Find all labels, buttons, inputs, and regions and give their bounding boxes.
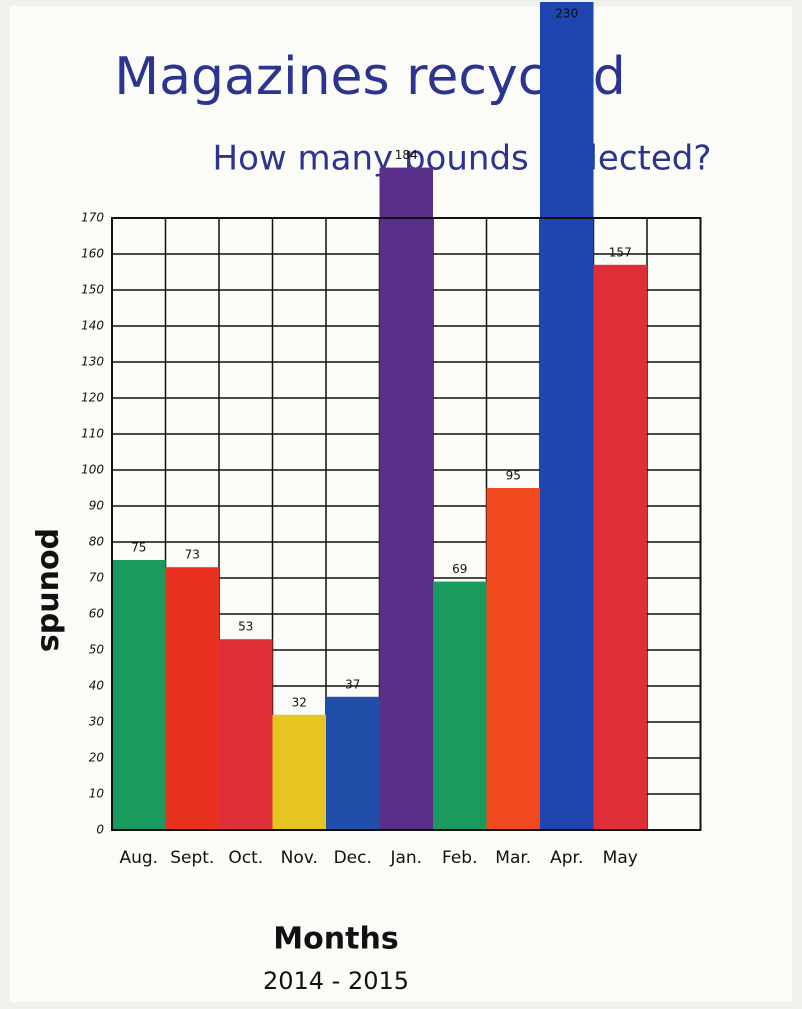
x-tick-label: May [603,848,638,868]
bar [594,265,648,830]
x-tick-label: Sept. [170,848,214,868]
y-tick-label: 20 [89,751,105,765]
y-tick-label: 150 [81,283,104,297]
x-tick-label: Oct. [228,848,263,868]
value-label: 37 [345,677,360,691]
x-axis-note: 2014 - 2015 [263,967,409,995]
bar [326,697,380,830]
value-label: 32 [292,695,307,709]
chart: Magazines recycled How many pounds colle… [0,0,802,1009]
bar [433,582,487,830]
y-tick-label: 110 [81,427,104,441]
bar [112,560,166,830]
y-tick-label: 140 [81,319,104,333]
bar [487,488,541,830]
y-tick-label: 0 [96,823,104,837]
value-label: 157 [609,245,632,259]
y-tick-label: 160 [81,247,104,261]
value-label: 73 [185,548,200,562]
bar [540,2,594,830]
x-tick-label: Mar. [495,848,531,868]
bar [273,715,327,830]
y-tick-label: 130 [81,355,104,369]
y-tick-label: 30 [89,715,105,729]
y-tick-label: 170 [81,211,104,225]
value-label: 184 [395,148,418,162]
value-label: 75 [131,541,146,555]
x-axis-label: Months [273,922,398,957]
chart-subtitle: How many pounds collected? [213,139,712,179]
y-tick-label: 90 [89,499,105,513]
value-label: 53 [238,620,253,634]
y-tick-label: 60 [89,607,105,621]
y-tick-label: 80 [89,535,105,549]
value-label: 230 [555,7,578,21]
x-tick-label: Nov. [281,848,318,868]
bar [166,567,220,830]
y-tick-label: 100 [81,463,104,477]
y-tick-label: 40 [89,679,105,693]
x-tick-label: Dec. [334,848,372,868]
x-tick-label: Feb. [442,848,478,868]
y-tick-label: 70 [89,571,105,585]
y-tick-label: 120 [81,391,104,405]
value-label: 95 [506,469,521,483]
bar [380,168,434,830]
x-tick-label: Aug. [119,848,158,868]
y-tick-label: 50 [89,643,105,657]
value-label: 69 [452,562,467,576]
y-axis-label: pounds [34,528,69,652]
x-tick-label: Jan. [389,848,422,868]
bar [219,639,273,830]
x-tick-label: Apr. [550,848,583,868]
y-tick-label: 10 [89,787,105,801]
